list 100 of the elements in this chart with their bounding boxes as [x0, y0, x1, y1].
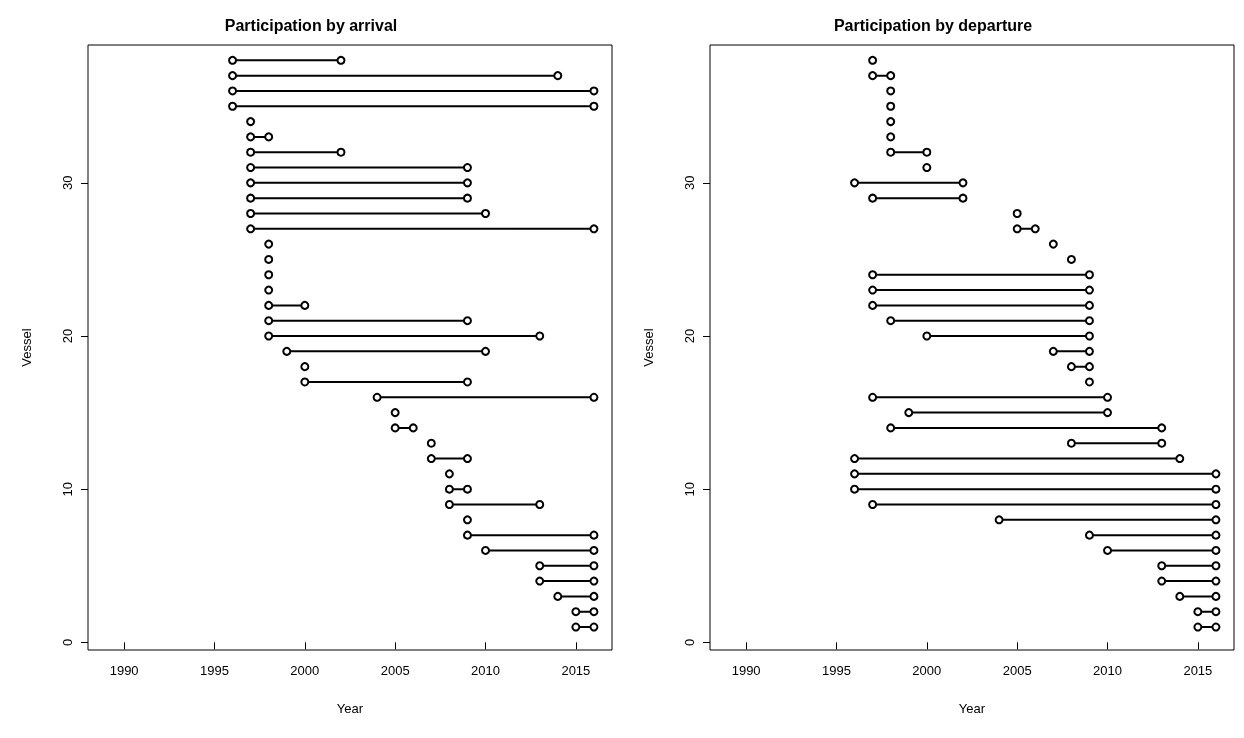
point	[1084, 346, 1094, 356]
point	[228, 101, 238, 111]
point	[300, 300, 310, 310]
point	[1211, 545, 1221, 555]
chart-title: Participation by arrival	[224, 16, 398, 34]
x-axis-title: Year	[336, 701, 364, 716]
point	[868, 193, 878, 203]
point	[1175, 454, 1185, 464]
point	[589, 392, 599, 402]
point	[462, 454, 472, 464]
point	[922, 163, 932, 173]
point	[246, 193, 256, 203]
point	[1211, 576, 1221, 586]
point	[1084, 270, 1094, 280]
x-tick-label: 2010	[471, 663, 500, 678]
point	[462, 484, 472, 494]
point	[589, 101, 599, 111]
point	[462, 530, 472, 540]
chart-title: Participation by departure	[833, 16, 1033, 34]
point	[1103, 408, 1113, 418]
point	[1157, 438, 1167, 448]
y-tick-label: 10	[682, 481, 697, 497]
point	[1193, 622, 1203, 632]
point	[589, 591, 599, 601]
y-tick-label: 20	[60, 328, 75, 344]
point	[1193, 607, 1203, 617]
point	[535, 576, 545, 586]
point	[850, 454, 860, 464]
x-tick-label: 1995	[822, 663, 851, 678]
point	[246, 178, 256, 188]
y-tick-label: 30	[682, 175, 697, 191]
point	[426, 454, 436, 464]
point	[1211, 500, 1221, 509]
x-tick-label: 1995	[200, 663, 229, 678]
point	[282, 346, 292, 356]
y-tick-label: 10	[60, 481, 75, 497]
point	[850, 484, 860, 494]
point	[1012, 224, 1022, 234]
point	[1211, 515, 1221, 525]
point	[1048, 346, 1058, 356]
point	[1175, 591, 1185, 601]
point	[481, 208, 491, 218]
point	[994, 515, 1004, 525]
point	[589, 86, 599, 96]
point	[408, 423, 418, 433]
point	[868, 55, 878, 65]
y-tick-label: 0	[682, 638, 697, 646]
point	[1012, 208, 1022, 218]
point	[462, 377, 472, 387]
x-tick-label: 2005	[1002, 663, 1032, 678]
point	[246, 163, 256, 173]
point	[444, 484, 454, 494]
point	[264, 331, 274, 341]
point	[589, 607, 599, 617]
point	[462, 193, 472, 203]
point	[1211, 469, 1221, 479]
point	[228, 86, 238, 96]
point	[481, 545, 491, 555]
x-tick-label: 2015	[561, 663, 591, 678]
point	[481, 346, 491, 356]
y-axis-title: Vessel	[641, 328, 656, 367]
x-tick-label: 2010	[1093, 663, 1122, 678]
point	[1211, 591, 1221, 601]
point	[264, 300, 274, 310]
point	[444, 500, 454, 509]
point	[1084, 530, 1094, 540]
point	[1030, 224, 1040, 234]
point	[868, 71, 878, 81]
point	[571, 622, 581, 632]
point	[1084, 316, 1094, 326]
y-tick-label: 0	[60, 638, 75, 646]
point	[462, 178, 472, 188]
point	[868, 285, 878, 295]
x-tick-label: 1990	[109, 663, 139, 678]
y-tick-label: 20	[682, 328, 697, 344]
point	[300, 377, 310, 387]
point	[264, 254, 274, 264]
point	[1084, 362, 1094, 372]
point	[868, 270, 878, 280]
point	[390, 408, 400, 418]
point	[904, 408, 914, 418]
point	[922, 331, 932, 341]
point	[246, 208, 256, 218]
point	[264, 270, 274, 280]
point	[1157, 423, 1167, 433]
x-axis-title: Year	[958, 701, 986, 716]
point	[571, 607, 581, 617]
point	[1066, 362, 1076, 372]
point	[589, 530, 599, 540]
point	[1211, 561, 1221, 571]
point	[372, 392, 382, 402]
point	[1103, 392, 1113, 402]
point	[336, 147, 346, 157]
point	[246, 132, 256, 142]
point	[850, 178, 860, 188]
point	[1084, 377, 1094, 387]
point	[1066, 254, 1076, 264]
point	[589, 224, 599, 234]
point	[1157, 576, 1167, 586]
point	[553, 591, 563, 601]
